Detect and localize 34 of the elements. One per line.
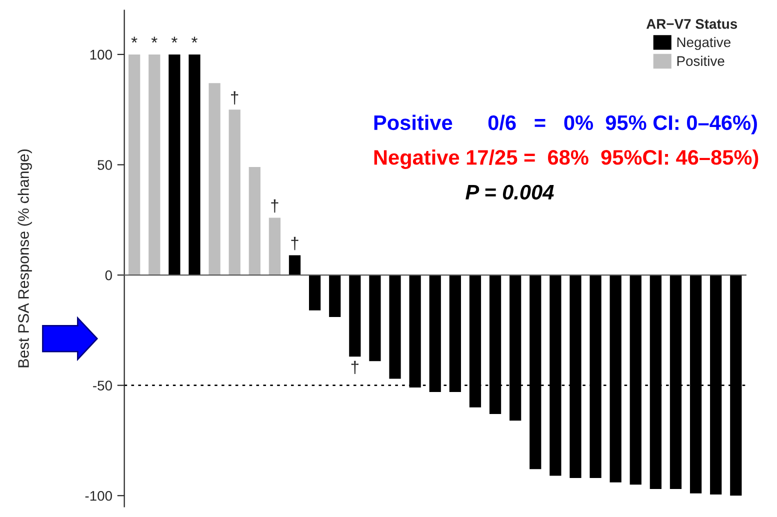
bar (148, 54, 160, 276)
bar (128, 54, 140, 276)
data-label: * (151, 36, 158, 43)
legend-label: Negative (677, 36, 730, 50)
data-label: † (291, 236, 298, 250)
y-axis-title: Best PSA Response (% change) (18, 149, 32, 368)
data-label: † (231, 91, 238, 104)
bar (308, 275, 321, 310)
bar (248, 166, 260, 276)
annotation: Negative 17/25 = 68% 95%CI: 46–85%) (374, 149, 758, 169)
data-label: † (271, 199, 278, 213)
bar (168, 54, 180, 276)
legend-title: AR−V7 Status (646, 19, 738, 29)
bar (329, 275, 341, 317)
bar (369, 275, 381, 362)
legend-label: Positive (677, 56, 724, 66)
data-label: * (171, 36, 178, 43)
y-tick-label: -50 (93, 380, 112, 391)
bar (228, 110, 240, 276)
data-label: * (131, 36, 138, 43)
annotation: Positive 0/6 = 0% 95% CI: 0–46%) (374, 114, 757, 134)
bar (389, 275, 401, 379)
data-label: † (351, 360, 358, 374)
data-label: * (192, 36, 198, 43)
bar (268, 218, 281, 276)
y-tick-label: 0 (105, 270, 112, 280)
bar (208, 83, 220, 276)
y-tick-label: -100 (85, 490, 112, 501)
annotation: P = 0.004 (466, 184, 554, 200)
y-tick-label: 50 (98, 160, 112, 170)
bar (349, 275, 361, 357)
bar (188, 54, 200, 276)
bar (288, 255, 301, 276)
y-tick-label: 100 (90, 50, 112, 60)
